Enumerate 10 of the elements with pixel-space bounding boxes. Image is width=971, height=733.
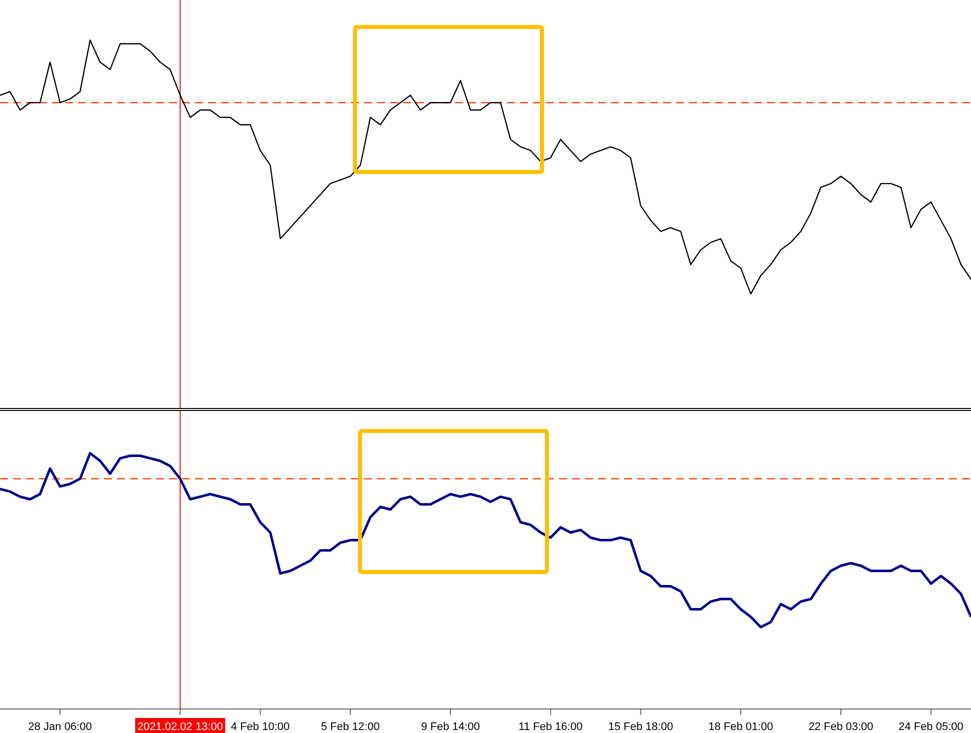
x-tick-label: 18 Feb 01:00	[708, 721, 774, 733]
x-tick-label: 11 Feb 16:00	[518, 721, 583, 733]
x-tick-label: 9 Feb 14:00	[421, 721, 480, 733]
x-tick-label: 4 Feb 10:00	[230, 721, 290, 733]
x-tick-label: 22 Feb 03:00	[808, 721, 874, 733]
x-tick-label: 24 Feb 05:00	[898, 721, 964, 733]
x-tick-label: 28 Jan 06:00	[28, 721, 92, 733]
x-tick-label: 5 Feb 12:00	[321, 721, 380, 733]
x-tick-label: 15 Feb 18:00	[608, 721, 674, 733]
x-tick-label: 2021.02.02 13:00	[137, 721, 224, 733]
